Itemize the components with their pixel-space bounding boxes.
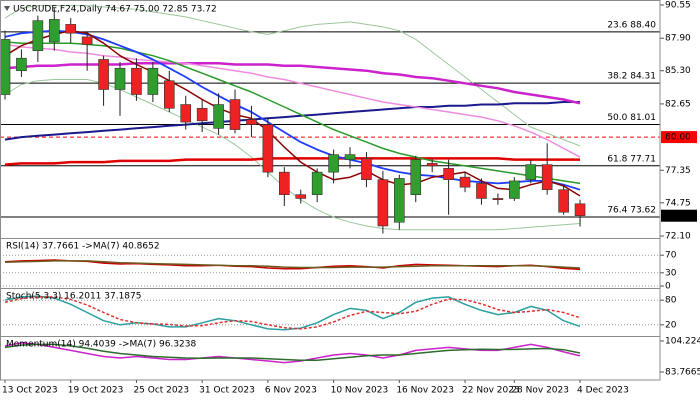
x-tick-label: 16 Nov 2023 — [396, 386, 454, 396]
candle-body — [229, 99, 241, 130]
candle-body — [48, 19, 60, 43]
candle-body — [459, 176, 471, 188]
fib-level-label: 61.8 77.71 — [607, 154, 656, 164]
x-tick-label: 28 Nov 2023 — [511, 386, 569, 396]
x-tick-label: 22 Nov 2023 — [462, 386, 520, 396]
x-tick-label: 13 Oct 2023 — [2, 386, 58, 396]
y-tick-label: 30 — [665, 268, 677, 278]
indicator-line — [4, 260, 581, 269]
candle-body — [65, 24, 77, 34]
candle-body — [509, 180, 520, 199]
fib-level-label: 50.0 81.01 — [607, 113, 656, 123]
candle-body — [262, 124, 274, 173]
y-tick-label: 77.35 — [665, 166, 691, 176]
candle-body — [344, 154, 356, 160]
candle-body — [410, 159, 422, 195]
candle-body — [164, 80, 175, 109]
last-price-label: 73.72 — [665, 211, 691, 221]
candle-body — [443, 168, 454, 180]
indicator-line — [4, 296, 581, 330]
candle-body — [311, 171, 323, 195]
indicator-line — [4, 157, 580, 166]
candle-body — [16, 57, 27, 72]
candle-body — [328, 154, 339, 173]
indicator-line — [4, 342, 581, 364]
y-tick-label: 85.30 — [665, 66, 691, 76]
candle-body — [196, 107, 208, 122]
plot-layer: 23.6 88.40 38.2 84.31 50.0 81.01 61.8 77.71… — [0, 5, 660, 364]
candle-body — [476, 183, 487, 199]
candle-body — [147, 67, 159, 95]
x-tick-label: 25 Oct 2023 — [133, 386, 189, 396]
indicator-line — [4, 343, 581, 362]
indicator-line — [4, 295, 581, 331]
candle-body — [131, 67, 142, 95]
y-tick-label: 72.10 — [665, 232, 691, 242]
alert-label-box — [661, 131, 697, 144]
x-tick-label: 19 Oct 2023 — [68, 386, 124, 396]
y-tick-label: 87.90 — [665, 34, 691, 44]
momentum-panel-frame — [0, 336, 661, 381]
candle-body — [32, 20, 44, 51]
candle-body — [81, 36, 93, 45]
indicator-line — [4, 101, 580, 141]
main-title: USCRUDE,F24,Daily 74.67 75.00 72.85 73.7… — [13, 5, 217, 15]
last-price-box — [661, 209, 697, 222]
candle-body — [426, 163, 438, 167]
fib-level-label: 38.2 84.31 — [607, 72, 656, 82]
x-tick-label: 4 Dec 2023 — [577, 386, 629, 396]
symbol-icon — [4, 6, 10, 11]
y-tick-label: 0 — [665, 282, 671, 292]
candle-body — [98, 59, 109, 90]
y-tick-label: 80 — [665, 296, 677, 306]
x-tick-label: 31 Oct 2023 — [199, 386, 255, 396]
candle-body — [246, 119, 257, 125]
candle-body — [492, 198, 504, 200]
indicator-line — [4, 41, 581, 185]
y-tick-label: 74.75 — [665, 198, 691, 208]
y-tick-label: 82.65 — [665, 99, 691, 109]
candle-body — [180, 104, 192, 123]
candle-body — [114, 67, 126, 90]
candle-body — [394, 178, 405, 223]
candle-body — [279, 171, 290, 195]
y-tick-label: 90.55 — [665, 1, 691, 11]
indicator-line — [4, 43, 581, 158]
fib-level-label: 23.6 88.40 — [607, 20, 656, 30]
momentum-title: Momentum(14) 94.4039 ->MA(7) 96.3238 — [6, 340, 197, 350]
x-tick-label: 6 Nov 2023 — [265, 386, 317, 396]
candle-body — [558, 189, 569, 213]
candle-body — [377, 179, 389, 227]
alert-label: 80.00 — [665, 133, 691, 143]
x-tick-label: 10 Nov 2023 — [331, 386, 389, 396]
indicator-line — [4, 5, 581, 147]
candle-body — [525, 164, 537, 180]
y-tick-label: 83.7665 — [665, 368, 700, 378]
candle-body — [295, 194, 307, 199]
candle-body — [541, 164, 553, 190]
fib-level-label: 76.4 73.62 — [607, 205, 656, 215]
candle-body — [213, 104, 224, 129]
rsi-title: RSI(14) 37.7661 ->MA(7) 40.8652 — [6, 242, 160, 252]
candle-body — [574, 203, 586, 217]
indicator-line — [4, 29, 581, 197]
candle-body — [0, 39, 11, 95]
stoch-title: Stoch(5,3,3) 16.2011 37.1875 — [6, 292, 141, 302]
y-tick-label: 70 — [665, 251, 677, 261]
y-tick-label: 20 — [665, 320, 677, 330]
candle-body — [361, 158, 372, 180]
